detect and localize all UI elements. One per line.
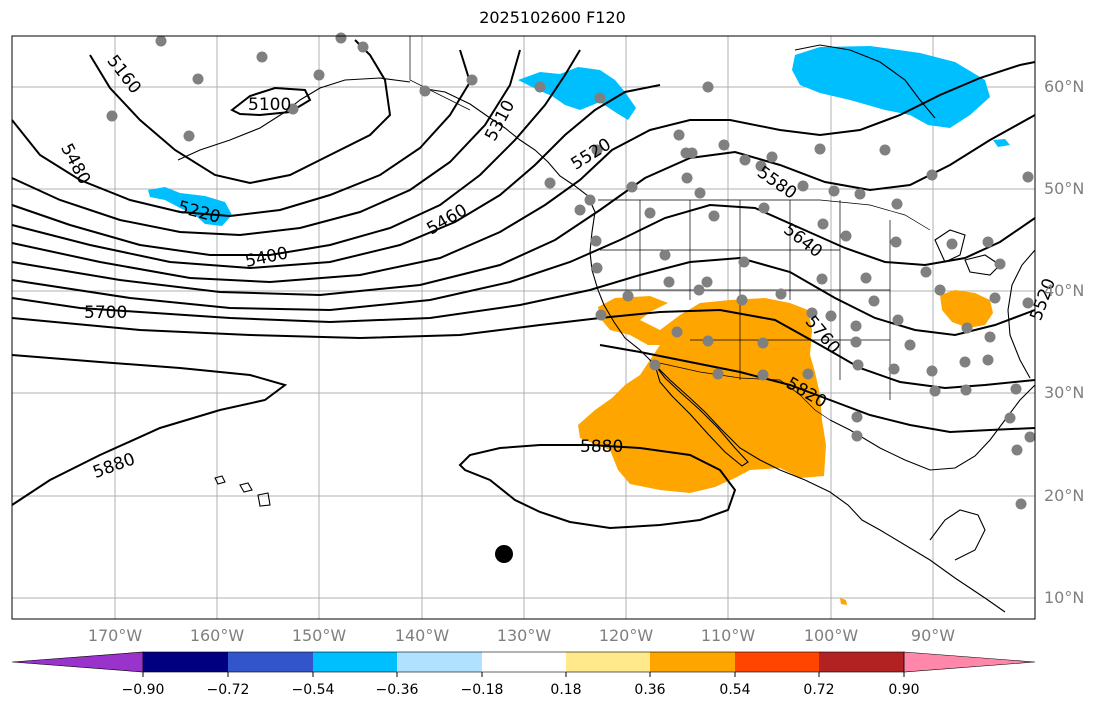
colorbar-tick-label: −0.18 bbox=[460, 682, 504, 698]
lat-label: 20°N bbox=[1044, 486, 1085, 505]
contour-5100 bbox=[230, 86, 312, 117]
map-border bbox=[11, 35, 1036, 620]
lon-label: 110°W bbox=[700, 626, 756, 645]
north-america-west-coast bbox=[419, 87, 1006, 613]
contour-5760 bbox=[11, 308, 1036, 390]
lon-label: 90°W bbox=[910, 626, 956, 645]
political-borders bbox=[409, 36, 931, 421]
lon-label: 170°W bbox=[87, 626, 143, 645]
east-coast bbox=[1007, 249, 1036, 379]
colorbar-tick-label: −0.90 bbox=[121, 682, 165, 698]
yucatan bbox=[929, 509, 986, 561]
positive-anomaly-midwest bbox=[940, 290, 993, 328]
lon-label: 100°W bbox=[803, 626, 859, 645]
contour-5460 bbox=[11, 84, 661, 270]
colorbar bbox=[11, 651, 1036, 677]
colorbar-tick-label: 0.90 bbox=[888, 682, 920, 698]
contour-label: 5700 bbox=[84, 303, 127, 323]
great-lakes bbox=[934, 229, 1001, 276]
colorbar-tick-label: −0.72 bbox=[206, 682, 250, 698]
lon-label: 160°W bbox=[189, 626, 245, 645]
contour-5400 bbox=[11, 49, 581, 256]
contour-label: 5880 bbox=[580, 437, 623, 457]
height-contours bbox=[11, 39, 1036, 530]
contour-5220 bbox=[11, 49, 472, 218]
coastlines bbox=[177, 44, 1036, 613]
contour-5160 bbox=[89, 39, 392, 185]
lon-label: 140°W bbox=[394, 626, 450, 645]
colorbar-tick-label: 0.72 bbox=[803, 682, 835, 698]
contour-5700 bbox=[11, 256, 1036, 337]
hawaii bbox=[214, 475, 271, 507]
colorbar-tick-label: 0.18 bbox=[550, 682, 582, 698]
negative-anomaly-hudson-bay bbox=[792, 46, 990, 128]
contour-5580 bbox=[11, 114, 1036, 297]
lon-label: 130°W bbox=[496, 626, 552, 645]
contour-5520 bbox=[11, 61, 1036, 284]
contour-5310 bbox=[11, 49, 521, 237]
contour-5820 bbox=[11, 354, 288, 506]
station-dots bbox=[106, 32, 1036, 510]
baja-california bbox=[654, 364, 749, 467]
negative-anomaly-aleutian bbox=[148, 187, 232, 226]
colorbar-tick-label: −0.36 bbox=[375, 682, 419, 698]
storm-center-marker bbox=[495, 545, 513, 563]
lat-label: 30°N bbox=[1044, 383, 1085, 402]
contour-5820b bbox=[599, 344, 1036, 434]
lat-label: 10°N bbox=[1044, 588, 1085, 607]
colorbar-tick-label: 0.54 bbox=[719, 682, 751, 698]
colorbar-tick-label: 0.36 bbox=[634, 682, 666, 698]
lat-label: 40°N bbox=[1044, 281, 1085, 300]
contour-5640 bbox=[11, 203, 1036, 312]
contour-5880 bbox=[458, 444, 737, 530]
lon-label: 120°W bbox=[598, 626, 654, 645]
contour-label: 5100 bbox=[248, 95, 291, 115]
us-mexico-border bbox=[654, 361, 831, 421]
state-lines bbox=[600, 200, 891, 400]
positive-anomaly-small bbox=[840, 598, 847, 605]
lat-label: 50°N bbox=[1044, 179, 1085, 198]
negative-anomaly-yukon bbox=[518, 67, 636, 120]
hudson-bay-coast bbox=[794, 44, 936, 119]
lat-label: 60°N bbox=[1044, 77, 1085, 96]
map-title: 2025102600 F120 bbox=[479, 8, 626, 27]
lon-label: 150°W bbox=[291, 626, 347, 645]
negative-anomaly-small bbox=[993, 139, 1010, 147]
colorbar-tick-label: −0.54 bbox=[291, 682, 335, 698]
